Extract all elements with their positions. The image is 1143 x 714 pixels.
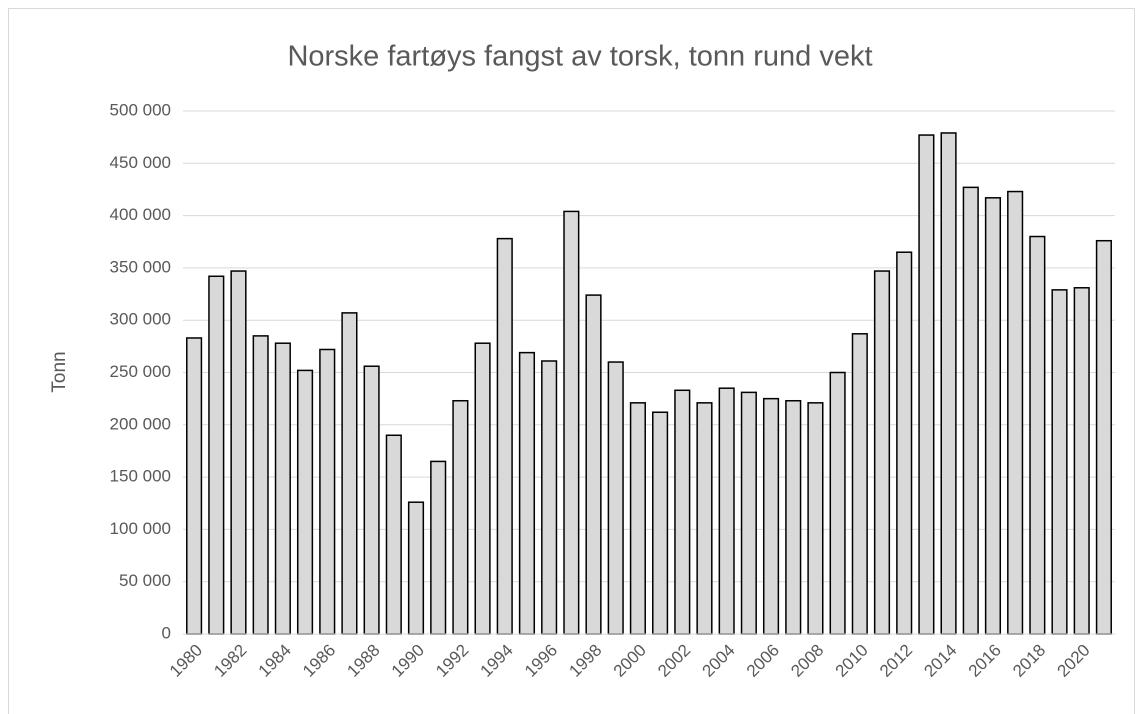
bar [718,387,735,635]
bar [208,275,225,635]
bar [230,270,247,635]
bar [452,399,469,635]
bar [541,360,558,635]
y-tick-label: 150 000 [110,467,171,486]
bar [385,434,402,635]
bar [1073,287,1090,635]
bar [740,391,757,635]
bar [629,402,646,635]
bar [585,294,602,635]
bar [563,210,580,635]
bar [319,348,336,635]
y-axis-label: Tonn [49,351,70,392]
bar [1029,235,1046,635]
y-tick-label: 200 000 [110,414,171,433]
y-tick-label: 350 000 [110,257,171,276]
bar [762,397,780,635]
bar [274,342,291,635]
bar [896,251,913,635]
bar [785,399,802,635]
bar [252,335,269,635]
bar [474,342,491,635]
bar [829,371,846,635]
bar [1095,239,1112,635]
bar [962,186,979,635]
bar [873,270,891,635]
bar [518,351,536,635]
chart-title: Norske fartøys fangst av torsk, tonn run… [287,41,872,73]
y-tick-label: 100 000 [110,519,171,538]
bar [807,402,824,635]
y-tick-label: 0 [162,623,171,642]
bar [1007,190,1024,635]
bar [341,312,358,635]
y-tick-label: 300 000 [110,310,171,329]
bar [296,369,314,635]
bar [186,337,203,635]
bar [696,402,713,635]
bar [407,501,425,635]
bar [1051,289,1068,635]
y-tick-label: 250 000 [110,362,171,381]
bar [984,197,1002,635]
bar [607,361,624,635]
y-tick-label: 400 000 [110,205,171,224]
bar [430,460,447,635]
bar [652,411,669,635]
bar [363,365,380,635]
y-tick-label: 50 000 [119,571,171,590]
y-tick-label: 450 000 [110,153,171,172]
bar [674,389,691,635]
bar [851,333,868,635]
bar [918,134,935,635]
bar [940,132,957,635]
bar [496,237,513,635]
y-tick-label: 500 000 [110,100,171,119]
